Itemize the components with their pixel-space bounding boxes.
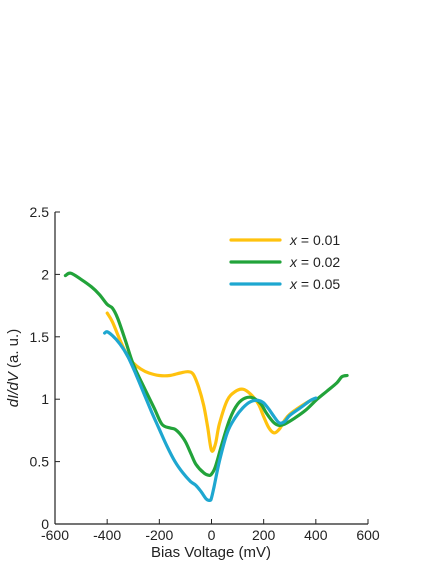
legend-label: x = 0.05	[289, 276, 340, 292]
y-tick-label: 2	[41, 266, 49, 282]
x-tick-label: 200	[252, 527, 276, 543]
legend-label-value: = 0.01	[297, 232, 340, 248]
x-tick-label: -200	[145, 527, 173, 543]
y-tick-label: 1	[41, 391, 49, 407]
x-tick-label: 600	[356, 527, 380, 543]
x-tick-label: 400	[304, 527, 328, 543]
x-tick-label: 0	[208, 527, 216, 543]
legend: x = 0.01x = 0.02x = 0.05	[229, 232, 340, 292]
y-tick-label: 0.5	[30, 454, 50, 470]
y-axis-label: dI/dV (a. u.)	[5, 329, 22, 407]
x-tick-label: -600	[41, 527, 69, 543]
y-tick-label: 1.5	[30, 329, 50, 345]
y-tick-label: 2.5	[30, 204, 50, 220]
y-axis-label-var: dI/dV	[5, 370, 22, 407]
series-line-1	[105, 311, 318, 453]
legend-label: x = 0.02	[289, 254, 340, 270]
legend-label-value: = 0.02	[297, 254, 340, 270]
x-axis-label: Bias Voltage (mV)	[151, 544, 271, 561]
x-tick-label: -400	[93, 527, 121, 543]
y-tick-label: 0	[41, 516, 49, 532]
legend-label-var: x	[289, 232, 298, 248]
series-line-3	[103, 330, 318, 502]
legend-label-value: = 0.05	[297, 276, 340, 292]
ticks: -600 -400 -200 0 200 400 600 0 0.5 1 1.5 2 2.5	[30, 204, 380, 543]
y-axis-label-unit: (a. u.)	[5, 329, 22, 372]
series-line-2	[63, 271, 349, 477]
legend-label-var: x	[289, 254, 298, 270]
legend-label-var: x	[289, 276, 298, 292]
legend-label: x = 0.01	[289, 232, 340, 248]
series-group	[63, 271, 349, 502]
